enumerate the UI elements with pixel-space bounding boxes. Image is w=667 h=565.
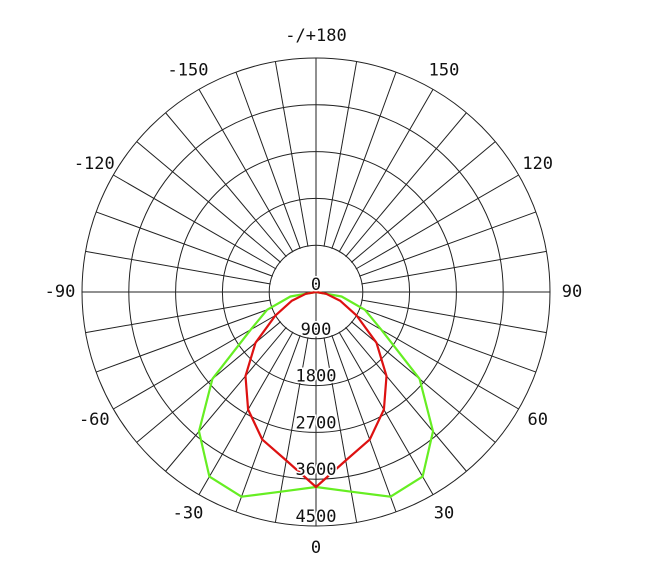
spoke [338, 89, 434, 253]
angle-label: 0 [311, 538, 321, 558]
angle-label: -90 [45, 282, 76, 302]
spoke [361, 250, 547, 285]
spoke [95, 211, 273, 277]
spoke [235, 71, 301, 249]
series-line [244, 290, 388, 489]
spoke [198, 331, 294, 495]
r-tick-label: 3600 [296, 460, 337, 480]
angle-label: 90 [562, 282, 582, 302]
spoke [345, 112, 467, 258]
spoke [85, 299, 271, 334]
spoke [95, 307, 273, 373]
spoke [338, 331, 434, 495]
spoke [331, 71, 397, 249]
spoke [350, 321, 496, 443]
spoke [136, 321, 282, 443]
spoke [235, 335, 301, 513]
spoke [136, 141, 282, 263]
angle-label: 60 [527, 410, 547, 430]
spoke [355, 174, 519, 270]
angle-label: -60 [79, 410, 110, 430]
r-tick-label: 0 [311, 275, 321, 295]
spoke [345, 326, 467, 472]
spoke [359, 211, 537, 277]
angle-label: 30 [434, 504, 454, 524]
spoke [359, 307, 537, 373]
spoke [350, 141, 496, 263]
r-tick-label: 2700 [296, 413, 337, 433]
r-tick-label: 1800 [296, 367, 337, 387]
spoke [323, 61, 358, 247]
spoke [165, 112, 287, 258]
r-tick-label: 900 [301, 320, 332, 340]
spoke [165, 326, 287, 472]
angle-label: 120 [522, 154, 553, 174]
r-tick-label: 4500 [296, 507, 337, 527]
spoke [198, 89, 294, 253]
angle-label: -150 [168, 60, 209, 80]
spoke [85, 250, 271, 285]
angle-label: 150 [429, 60, 460, 80]
angle-label: -120 [74, 154, 115, 174]
spoke [113, 174, 277, 270]
angle-label: -30 [173, 504, 204, 524]
angle-label: -/+180 [285, 26, 346, 46]
spoke [361, 299, 547, 334]
spoke [331, 335, 397, 513]
spoke [274, 61, 309, 247]
